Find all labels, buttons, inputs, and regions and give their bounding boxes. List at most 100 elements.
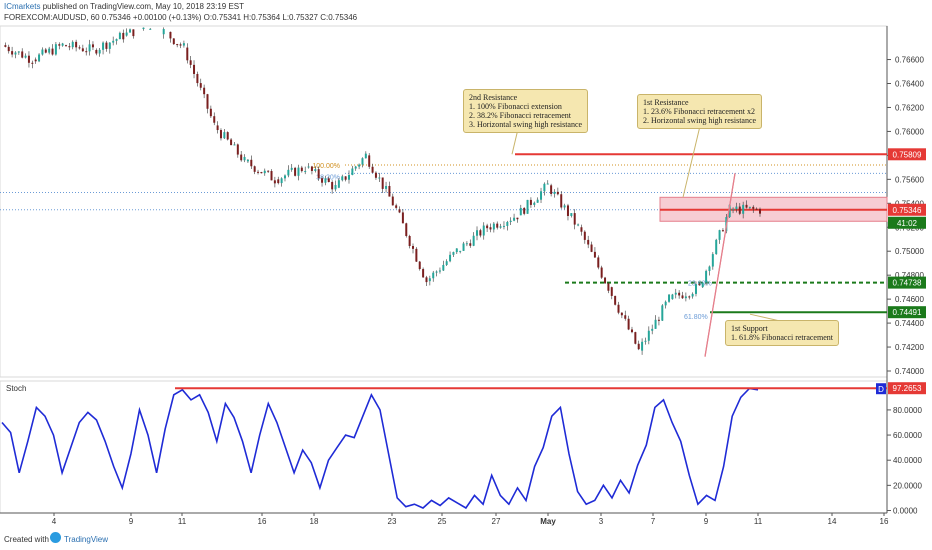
candle-body: [681, 295, 684, 299]
callout-second-resistance: 2nd Resistance 1. 100% Fibonacci extensi…: [463, 89, 589, 133]
candle-body: [216, 125, 219, 131]
level-tag-current: [888, 203, 926, 216]
candle-body: [647, 330, 650, 341]
candle-body: [624, 315, 627, 319]
candle-body: [553, 191, 556, 194]
candle-body: [752, 206, 755, 209]
candle-body: [459, 250, 462, 252]
candle-body: [684, 296, 687, 299]
candle-body: [304, 171, 307, 173]
candle-body: [314, 169, 317, 171]
candle-body: [81, 48, 84, 52]
candle-body: [85, 51, 88, 53]
candle-body: [358, 164, 361, 167]
candle-body: [533, 202, 536, 205]
level-tag-support-2: [888, 306, 926, 319]
candle-body: [502, 225, 505, 227]
candle-body: [428, 278, 431, 282]
candle-body: [445, 261, 448, 265]
candle-body: [482, 225, 485, 236]
time-tick-label: 3: [599, 517, 604, 526]
candle-body: [657, 319, 660, 321]
candle-body: [230, 139, 233, 146]
candle-body: [486, 225, 489, 229]
candle-body: [432, 272, 435, 279]
candle-body: [715, 239, 718, 255]
candle-body: [48, 48, 51, 53]
candle-body: [664, 301, 667, 306]
candle-body: [742, 204, 745, 214]
candle-body: [513, 217, 516, 221]
candle-body: [246, 159, 249, 162]
candle-body: [560, 194, 563, 208]
price-tick-label: 0.76200: [895, 103, 924, 112]
candle-body: [51, 48, 54, 55]
candle-body: [273, 180, 276, 184]
publisher-name[interactable]: ICmarkets: [4, 2, 41, 11]
candle-body: [536, 199, 539, 203]
candle-body: [442, 264, 445, 271]
candle-body: [711, 254, 714, 267]
candle-body: [341, 176, 344, 181]
candle-body: [435, 271, 438, 273]
projection-arrow: [704, 173, 736, 357]
chart-canvas[interactable]: 0.766000.764000.762000.760000.758000.756…: [0, 0, 932, 529]
candle-body: [408, 235, 411, 247]
candle-body: [661, 305, 664, 321]
candle-body: [209, 108, 212, 117]
candle-body: [233, 144, 236, 146]
candle-body: [186, 47, 189, 61]
candle-body: [526, 199, 529, 214]
candle-body: [543, 183, 546, 192]
candle-body: [364, 153, 367, 159]
candle-body: [637, 343, 640, 350]
candle-body: [41, 49, 44, 55]
candle-body: [193, 64, 196, 74]
candle-body: [115, 39, 118, 41]
candle-body: [223, 132, 226, 139]
candle-body: [172, 38, 175, 45]
stoch-pane: [0, 380, 888, 514]
price-tick-label: 0.76000: [895, 127, 924, 136]
candle-body: [253, 166, 256, 172]
candle-body: [668, 294, 671, 302]
candle-body: [34, 59, 37, 62]
callout-first-resistance: 1st Resistance 1. 23.6% Fibonacci retrac…: [637, 94, 763, 129]
candle-body: [748, 206, 751, 208]
candle-body: [381, 177, 384, 189]
candle-body: [597, 257, 600, 268]
candle-body: [149, 28, 152, 30]
candle-body: [65, 45, 68, 47]
candle-body: [307, 166, 310, 168]
candle-body: [728, 204, 731, 218]
candle-body: [452, 252, 455, 255]
candle-body: [300, 167, 303, 172]
callout-line: 2. Horizontal swing high resistance: [643, 116, 757, 125]
candle-body: [550, 185, 553, 194]
candle-body: [678, 292, 681, 296]
candle-body: [644, 340, 647, 342]
candle-body: [331, 182, 334, 190]
candle-body: [310, 166, 313, 171]
candle-body: [14, 52, 17, 55]
candle-body: [519, 207, 522, 216]
candle-body: [125, 32, 128, 36]
time-tick-label: 18: [310, 517, 319, 526]
time-tick-label: 7: [651, 517, 656, 526]
candle-body: [206, 94, 209, 109]
candle-body: [610, 287, 613, 296]
candle-body: [263, 170, 266, 174]
candle-body: [654, 319, 657, 329]
tradingview-link[interactable]: TradingView: [64, 535, 109, 544]
stoch-tick-label: 40.0000: [893, 456, 922, 465]
candle-body: [759, 208, 761, 214]
candle-body: [496, 223, 499, 228]
candle-body: [287, 169, 290, 176]
stoch-level-tag: [888, 382, 926, 395]
candle-body: [321, 178, 324, 183]
time-tick-label: 9: [129, 517, 134, 526]
candle-body: [499, 226, 502, 228]
candle-body: [280, 178, 283, 184]
candle-body: [17, 51, 20, 53]
price-tick-label: 0.75000: [895, 247, 924, 256]
